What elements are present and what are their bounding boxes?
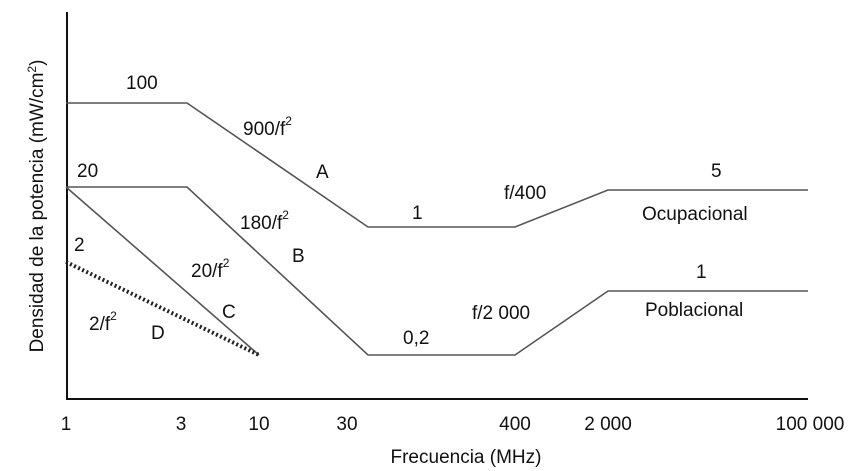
annotation-900-f2: 900/f2 [243,114,292,140]
annotation-20: 20 [77,161,98,182]
series-line-c [65,186,260,356]
annotation-180-f2: 180/f2 [240,208,289,234]
x-tick-label: 10 [248,414,269,435]
x-tick-label: 3 [176,414,187,435]
annotation-2-f2: 2/f2 [89,309,117,335]
annotation-20-f2-text: 20/f [191,261,223,282]
x-tick-labels: 1 3 10 30 400 2 000 100 000 [61,414,845,435]
annotation-20-f2: 20/f2 [191,256,230,282]
annotation-1-poblacional: 1 [696,262,707,283]
y-axis-title: Densidad de la potencia (mW/cm2) [25,60,48,353]
x-tick-label: 1 [61,414,72,435]
annotation-20-f2-sup: 2 [223,256,230,270]
annotation-5: 5 [711,161,722,182]
annotation-2: 2 [74,235,85,256]
annotation-2-f2-text: 2/f [89,314,111,335]
x-tick-label: 2 000 [584,414,632,435]
y-axis-title-close: ) [27,60,48,66]
y-axis-title-sup: 2 [25,66,39,73]
annotation-100: 100 [126,73,158,94]
x-tick-label: 30 [336,414,357,435]
annotation-f400: f/400 [504,183,546,204]
annotation-900-f2-text: 900/f [243,119,286,140]
annotation-a: A [316,162,329,183]
annotation-900-f2-sup: 2 [285,114,292,128]
annotation-d: D [151,323,165,344]
x-tick-label: 100 000 [776,414,845,435]
annotation-f2000: f/2 000 [472,303,530,324]
series-line-ocupacional [66,102,808,228]
legend-label-ocupacional: Ocupacional [642,204,748,225]
legend-label-poblacional: Poblacional [645,300,743,321]
annotation-180-f2-sup: 2 [282,208,289,222]
series-line-poblacional [66,186,808,356]
annotation-2-f2-sup: 2 [110,309,117,323]
annotation-0-2: 0,2 [403,328,429,349]
annotation-1-ocupacional: 1 [412,203,423,224]
annotation-180-f2-text: 180/f [240,213,283,234]
annotation-b: B [292,246,305,267]
annotation-c: C [222,302,236,323]
x-tick-label: 400 [499,414,531,435]
x-axis-title: Frecuencia (MHz) [391,447,542,468]
y-axis-title-text: Densidad de la potencia (mW/cm [27,73,48,353]
